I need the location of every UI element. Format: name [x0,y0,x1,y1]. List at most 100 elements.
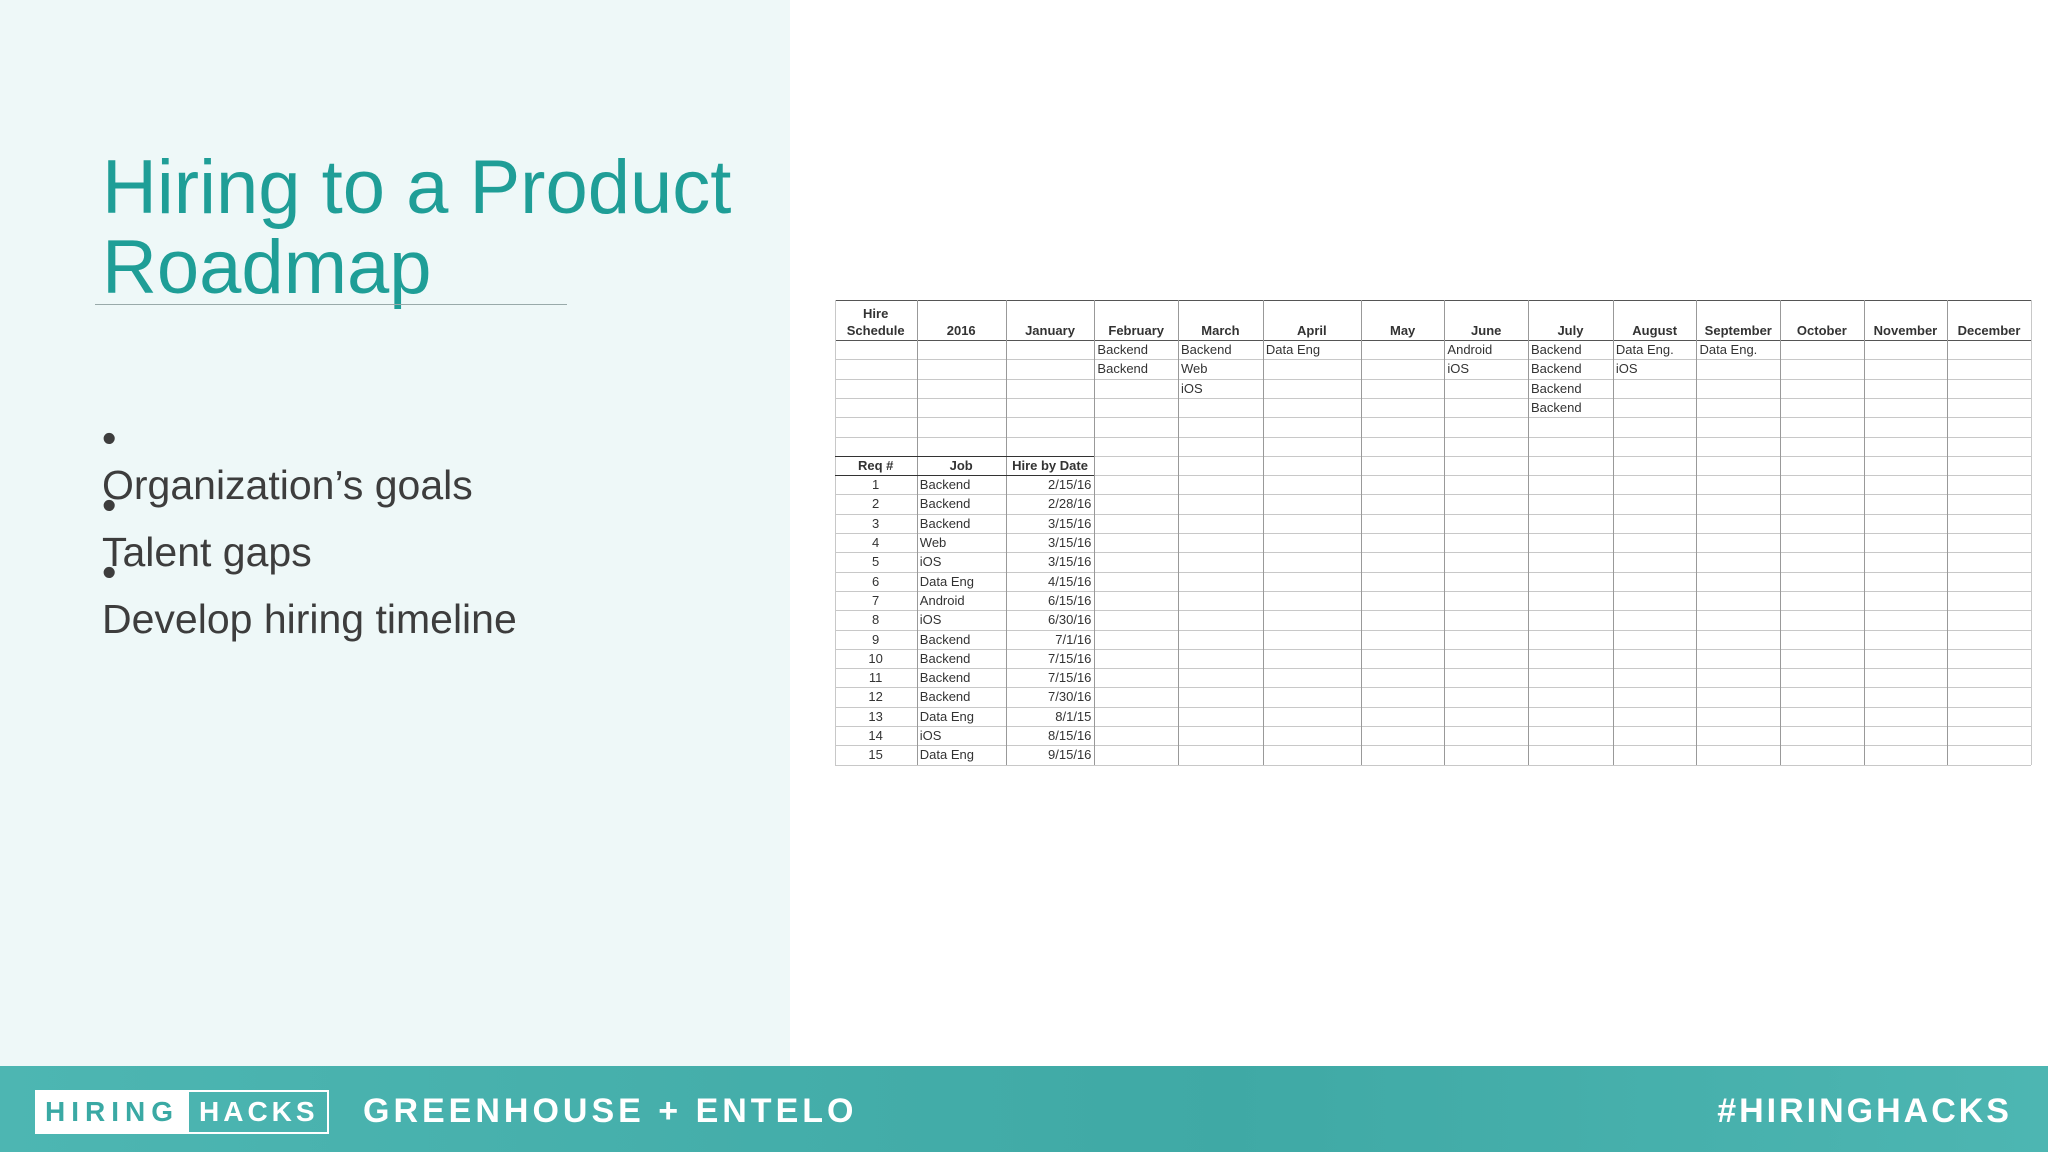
column-header: April [1297,323,1327,338]
schedule-entry: iOS [1181,380,1203,396]
schedule-entry: iOS [1447,361,1470,377]
req-cell: 7/15/16 [1048,650,1092,666]
bullet-dot: • [102,549,117,595]
req-cell: 9/15/16 [1048,747,1092,763]
schedule-entry: Data Eng. [1699,342,1758,357]
footer: HIRING HACKS GREENHOUSE + ENTELO #HIRING… [0,1066,2048,1152]
grid-line [834,417,2031,419]
grid-line [916,300,918,765]
bullet-text: Talent gaps [102,529,312,575]
req-cell: 2/28/16 [1048,496,1092,512]
req-cell: 2/15/16 [1048,477,1092,493]
req-cell: Android [919,592,965,608]
grid-line [1863,300,1865,765]
grid-line [2030,300,2032,765]
req-cell: 8 [872,612,880,628]
req-cell: 2 [872,496,880,512]
grid-line [834,359,2031,361]
req-cell: 1 [872,477,880,493]
logo-left: HIRING [37,1092,189,1132]
left-panel [0,0,790,1066]
req-cell: Backend [919,515,971,531]
column-header: June [1471,323,1502,338]
req-cell: 13 [868,708,883,724]
column-header: September [1704,323,1772,338]
req-cell: 4 [872,535,880,550]
partners: GREENHOUSE + ENTELO [363,1092,858,1130]
req-cell: Backend [919,496,971,512]
grid-line [834,648,2031,650]
grid-line [834,745,2031,747]
req-cell: 14 [868,728,883,743]
req-cell: 8/1/15 [1055,708,1092,724]
grid-line [834,629,2031,631]
grid-line [834,436,2031,438]
column-header: December [1957,323,2021,338]
req-cell: 12 [868,689,883,705]
column-header: Hire Schedule [846,306,905,338]
grid-line [834,455,2031,457]
column-header: February [1108,323,1165,338]
schedule-entry: Data Eng. [1615,342,1674,357]
req-cell: Backend [919,477,971,493]
req-cell: Data Eng [919,573,974,589]
req-cell: iOS [919,554,942,570]
grid-line [834,590,2031,592]
grid-line [834,668,2031,670]
schedule-entry: Data Eng [1265,342,1321,357]
req-cell: 9 [872,631,880,647]
grid-line [834,475,2031,477]
schedule-entry: Backend [1097,342,1149,357]
column-header: May [1389,323,1416,338]
grid-line [1780,300,1782,765]
grid-line [1005,300,1007,765]
grid-line [834,687,2031,689]
grid-line [834,378,2031,380]
req-cell: 3/15/16 [1048,515,1092,531]
title-rule [95,304,567,305]
grid-line [834,300,2031,301]
req-header: Job [949,457,973,473]
grid-line [834,475,1095,477]
grid-line [1696,300,1698,765]
bullet-text: Develop hiring timeline [102,596,517,642]
schedule-entry: Backend [1531,342,1582,357]
grid-line [834,340,2031,341]
grid-line [1360,300,1362,765]
req-cell: iOS [919,612,942,628]
schedule-entry: Backend [1097,361,1149,377]
grid-line [1262,300,1264,765]
req-cell: Backend [919,650,971,666]
grid-line [1612,300,1614,765]
req-cell: Backend [919,670,971,686]
logo: HIRING HACKS [35,1090,329,1134]
schedule-entry: Backend [1531,380,1582,396]
grid-line [834,455,1095,457]
grid-line [834,533,2031,534]
req-cell: 3/15/16 [1048,535,1092,550]
schedule-entry: iOS [1615,361,1638,377]
column-header: January [1025,323,1075,338]
grid-line [834,726,2031,727]
grid-line [834,552,2031,554]
grid-line [834,610,2031,612]
bullet-text: Organization’s goals [102,462,473,508]
column-header: March [1201,323,1240,338]
hashtag: #HIRINGHACKS [1717,1092,2012,1130]
column-header: July [1557,323,1584,338]
grid-line [834,513,2031,515]
req-cell: 3 [872,515,880,531]
schedule-entry: Backend [1531,361,1582,377]
bullet-dot: • [102,415,117,461]
req-cell: 11 [868,670,883,686]
req-header: Req # [857,457,894,473]
grid-line [1094,300,1096,765]
req-cell: 6/30/16 [1048,612,1092,628]
grid-line [834,494,2031,496]
req-cell: 7/30/16 [1048,689,1092,705]
req-cell: Data Eng [919,708,974,724]
grid-line [1947,300,1949,765]
req-cell: 3/15/16 [1048,554,1092,570]
schedule-entry: Web [1181,361,1208,377]
bullet: • Organization’s goals [102,415,473,509]
